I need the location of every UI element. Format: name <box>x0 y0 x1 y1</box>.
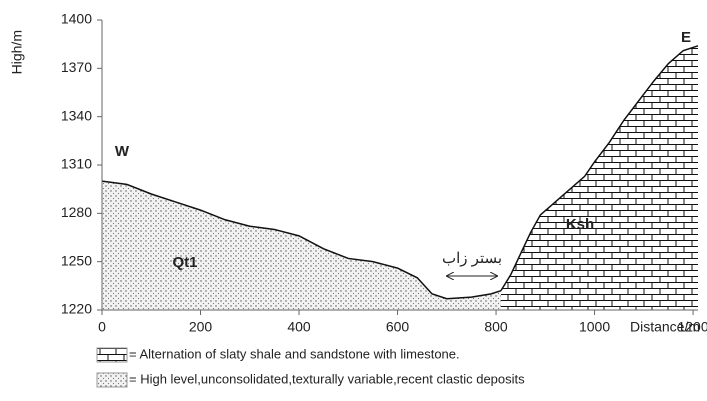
x-tick-label: 0 <box>98 319 106 335</box>
x-tick-label: 600 <box>386 319 410 335</box>
legend-swatch <box>97 348 127 362</box>
y-tick-label: 1220 <box>61 301 92 317</box>
y-tick-label: 1400 <box>61 11 92 27</box>
x-tick-label: 200 <box>189 319 213 335</box>
annotation: W <box>115 143 130 160</box>
y-tick-label: 1370 <box>61 59 92 75</box>
y-tick-label: 1310 <box>61 156 92 172</box>
legend-swatch <box>97 373 127 387</box>
annotation: بستر زاب <box>442 250 502 267</box>
x-tick-label: 1000 <box>579 319 610 335</box>
chart: High/m Distance/m 1220125012801310134013… <box>0 0 707 401</box>
y-tick-label: 1250 <box>61 252 92 268</box>
unit-label: Ksh <box>566 216 594 233</box>
unit-area <box>501 46 698 310</box>
y-axis-label: High/m <box>9 30 25 74</box>
x-tick-label: 800 <box>484 319 508 335</box>
unit-area <box>102 181 501 310</box>
legend-label: = Alternation of slaty shale and sandsto… <box>129 346 460 361</box>
x-tick-label: 1200 <box>677 319 707 335</box>
y-tick-label: 1340 <box>61 107 92 123</box>
annotation: E <box>681 29 691 46</box>
unit-label: Qt1 <box>172 254 197 271</box>
y-tick-label: 1280 <box>61 204 92 220</box>
x-tick-label: 400 <box>287 319 311 335</box>
legend-label: = High level,unconsolidated,texturally v… <box>129 371 525 386</box>
